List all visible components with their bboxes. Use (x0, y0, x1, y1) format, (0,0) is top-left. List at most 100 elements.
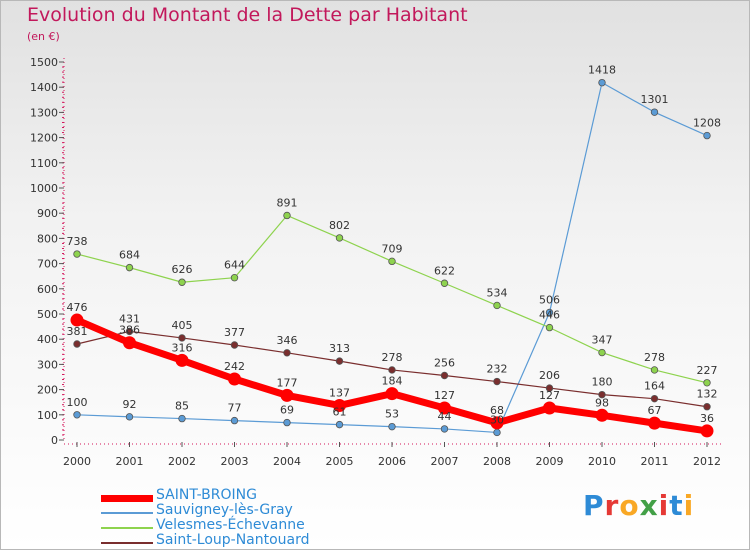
y-tick-label: 1100 (30, 157, 58, 170)
data-point (388, 422, 396, 431)
data-point (70, 313, 84, 327)
data-label: 446 (539, 309, 560, 322)
data-point (703, 379, 711, 387)
y-tick-label: 700 (37, 258, 58, 271)
data-point (490, 416, 504, 430)
data-label: 127 (539, 389, 560, 402)
data-label: 137 (329, 386, 350, 399)
x-tick-label: 2001 (116, 455, 144, 468)
data-point (493, 301, 501, 310)
data-point (125, 327, 134, 336)
y-tick-label: 800 (37, 232, 58, 245)
legend-swatch (101, 494, 153, 502)
logo-letter: x (639, 489, 659, 522)
data-label: 164 (644, 380, 665, 393)
data-label: 313 (329, 342, 350, 355)
data-point (230, 416, 239, 425)
data-point (440, 425, 449, 433)
data-point (283, 418, 291, 427)
data-point (333, 398, 346, 412)
data-point (703, 403, 711, 411)
data-label: 405 (172, 319, 193, 332)
x-tick-label: 2012 (693, 455, 721, 468)
y-tick-label: 600 (37, 283, 58, 296)
data-label: 278 (382, 351, 403, 364)
data-label: 77 (228, 402, 242, 415)
data-point (650, 366, 659, 374)
logo-letter: P (583, 489, 605, 522)
data-label: 431 (119, 312, 140, 325)
chart-subtitle: (en €) (27, 30, 60, 43)
data-label: 44 (438, 410, 452, 423)
data-label: 709 (382, 242, 403, 255)
y-tick-label: 1400 (30, 81, 58, 94)
legend-label: SAINT-BROING (156, 487, 257, 503)
data-point (73, 411, 81, 419)
data-label: 61 (333, 406, 347, 419)
data-point (178, 278, 186, 286)
data-label: 30 (490, 413, 504, 426)
x-tick-label: 2003 (221, 455, 249, 468)
y-tick-label: 1500 (30, 56, 58, 69)
y-tick-label: 1000 (30, 182, 58, 195)
data-label: 85 (175, 400, 189, 413)
data-point (125, 413, 134, 421)
data-point (73, 340, 81, 348)
data-label: 242 (224, 360, 245, 373)
data-label: 381 (67, 325, 88, 338)
data-point (280, 388, 294, 402)
data-label: 232 (487, 363, 508, 376)
data-point (335, 420, 344, 429)
y-tick-label: 500 (37, 308, 58, 321)
data-point (230, 274, 239, 282)
y-tick-label: 200 (37, 384, 58, 397)
data-point (388, 366, 396, 374)
data-label: 891 (277, 196, 298, 209)
proxiti-logo: Proxiti (583, 489, 694, 522)
data-point (440, 371, 449, 380)
data-point (335, 234, 344, 242)
legend-swatch (101, 527, 153, 529)
data-point (545, 384, 554, 392)
x-tick-label: 2007 (431, 455, 459, 468)
data-point (123, 336, 136, 350)
data-point (178, 334, 186, 342)
data-label: 534 (487, 286, 508, 299)
data-point (125, 263, 134, 272)
logo-letter: o (619, 489, 640, 522)
data-point (650, 108, 659, 116)
data-label: 127 (434, 389, 455, 402)
data-label: 278 (644, 351, 665, 364)
data-point (438, 401, 451, 415)
data-label: 227 (697, 364, 718, 377)
data-label: 738 (67, 235, 88, 248)
x-tick-label: 2011 (641, 455, 669, 468)
data-label: 347 (592, 334, 613, 347)
data-label: 177 (277, 376, 298, 389)
data-label: 36 (700, 412, 714, 425)
data-label: 206 (539, 369, 560, 382)
legend-label: Sauvigney-lès-Gray (156, 502, 293, 518)
data-label: 1301 (641, 93, 669, 106)
data-label: 644 (224, 259, 245, 272)
data-label: 626 (172, 263, 193, 276)
legend-label: Saint-Loup-Nantouard (156, 532, 310, 548)
data-label: 132 (697, 388, 718, 401)
data-label: 386 (119, 324, 140, 337)
y-tick-label: 400 (37, 333, 58, 346)
data-point (283, 211, 291, 220)
data-point (493, 428, 501, 437)
data-label: 506 (539, 293, 560, 306)
y-tick-label: 900 (37, 207, 58, 220)
data-point (543, 401, 556, 415)
data-label: 67 (648, 404, 662, 417)
data-label: 1208 (693, 117, 721, 130)
data-point (335, 357, 344, 365)
logo-letter: i (658, 489, 670, 522)
x-tick-label: 2002 (168, 455, 196, 468)
data-label: 69 (280, 404, 294, 417)
x-tick-label: 2006 (378, 455, 406, 468)
legend-label: Velesmes-Échevanne (156, 517, 305, 533)
